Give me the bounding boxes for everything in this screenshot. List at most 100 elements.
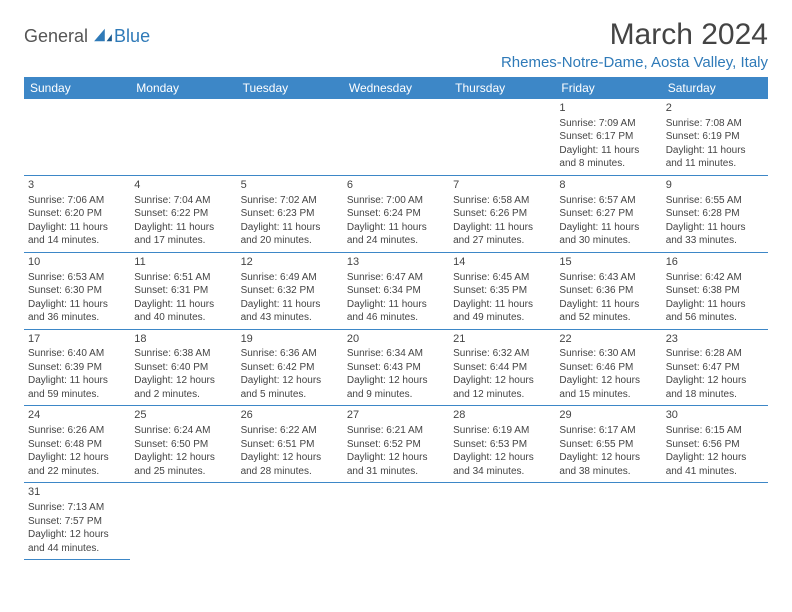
calendar-cell: 28Sunrise: 6:19 AMSunset: 6:53 PMDayligh… [449, 406, 555, 483]
calendar-cell: 5Sunrise: 7:02 AMSunset: 6:23 PMDaylight… [237, 175, 343, 252]
daylight-text: Daylight: 11 hours and 43 minutes. [241, 298, 339, 325]
sunrise-text: Sunrise: 7:09 AM [559, 117, 657, 131]
day-number: 16 [666, 255, 764, 270]
daylight-text: Daylight: 11 hours and 36 minutes. [28, 298, 126, 325]
day-number: 22 [559, 332, 657, 347]
sunrise-text: Sunrise: 6:57 AM [559, 194, 657, 208]
sunrise-text: Sunrise: 6:30 AM [559, 347, 657, 361]
calendar-cell: 30Sunrise: 6:15 AMSunset: 6:56 PMDayligh… [662, 406, 768, 483]
sunset-text: Sunset: 6:47 PM [666, 361, 764, 375]
weekday-header: Monday [130, 77, 236, 99]
sunset-text: Sunset: 6:50 PM [134, 438, 232, 452]
calendar-cell: 27Sunrise: 6:21 AMSunset: 6:52 PMDayligh… [343, 406, 449, 483]
calendar-cell [130, 483, 236, 560]
day-number: 26 [241, 408, 339, 423]
daylight-text: Daylight: 12 hours and 18 minutes. [666, 374, 764, 401]
sunset-text: Sunset: 6:26 PM [453, 207, 551, 221]
calendar-cell: 14Sunrise: 6:45 AMSunset: 6:35 PMDayligh… [449, 252, 555, 329]
sunset-text: Sunset: 6:51 PM [241, 438, 339, 452]
sunrise-text: Sunrise: 6:38 AM [134, 347, 232, 361]
daylight-text: Daylight: 12 hours and 38 minutes. [559, 451, 657, 478]
sunrise-text: Sunrise: 7:04 AM [134, 194, 232, 208]
sunrise-text: Sunrise: 7:13 AM [28, 501, 126, 515]
day-number: 10 [28, 255, 126, 270]
sunrise-text: Sunrise: 6:58 AM [453, 194, 551, 208]
sunrise-text: Sunrise: 6:45 AM [453, 271, 551, 285]
day-number: 27 [347, 408, 445, 423]
sunset-text: Sunset: 6:30 PM [28, 284, 126, 298]
calendar-cell: 19Sunrise: 6:36 AMSunset: 6:42 PMDayligh… [237, 329, 343, 406]
weekday-header: Wednesday [343, 77, 449, 99]
sunrise-text: Sunrise: 6:47 AM [347, 271, 445, 285]
sunset-text: Sunset: 6:23 PM [241, 207, 339, 221]
sunset-text: Sunset: 6:48 PM [28, 438, 126, 452]
calendar-cell: 12Sunrise: 6:49 AMSunset: 6:32 PMDayligh… [237, 252, 343, 329]
daylight-text: Daylight: 12 hours and 25 minutes. [134, 451, 232, 478]
day-number: 25 [134, 408, 232, 423]
calendar-cell [130, 99, 236, 175]
sunrise-text: Sunrise: 7:02 AM [241, 194, 339, 208]
sunset-text: Sunset: 6:39 PM [28, 361, 126, 375]
daylight-text: Daylight: 12 hours and 31 minutes. [347, 451, 445, 478]
logo-text-general: General [24, 26, 88, 47]
day-number: 11 [134, 255, 232, 270]
sunset-text: Sunset: 6:55 PM [559, 438, 657, 452]
calendar-cell: 1Sunrise: 7:09 AMSunset: 6:17 PMDaylight… [555, 99, 661, 175]
day-number: 29 [559, 408, 657, 423]
daylight-text: Daylight: 12 hours and 12 minutes. [453, 374, 551, 401]
day-number: 12 [241, 255, 339, 270]
calendar-table: Sunday Monday Tuesday Wednesday Thursday… [24, 77, 768, 560]
sunrise-text: Sunrise: 6:34 AM [347, 347, 445, 361]
sunset-text: Sunset: 6:46 PM [559, 361, 657, 375]
calendar-cell: 2Sunrise: 7:08 AMSunset: 6:19 PMDaylight… [662, 99, 768, 175]
sunset-text: Sunset: 6:42 PM [241, 361, 339, 375]
daylight-text: Daylight: 12 hours and 44 minutes. [28, 528, 126, 555]
sunset-text: Sunset: 7:57 PM [28, 515, 126, 529]
daylight-text: Daylight: 11 hours and 11 minutes. [666, 144, 764, 171]
daylight-text: Daylight: 11 hours and 17 minutes. [134, 221, 232, 248]
day-number: 1 [559, 101, 657, 116]
calendar-row: 17Sunrise: 6:40 AMSunset: 6:39 PMDayligh… [24, 329, 768, 406]
sunset-text: Sunset: 6:19 PM [666, 130, 764, 144]
calendar-cell: 17Sunrise: 6:40 AMSunset: 6:39 PMDayligh… [24, 329, 130, 406]
day-number: 13 [347, 255, 445, 270]
calendar-cell: 3Sunrise: 7:06 AMSunset: 6:20 PMDaylight… [24, 175, 130, 252]
day-number: 28 [453, 408, 551, 423]
day-number: 6 [347, 178, 445, 193]
weekday-header: Friday [555, 77, 661, 99]
sunrise-text: Sunrise: 7:08 AM [666, 117, 764, 131]
day-number: 4 [134, 178, 232, 193]
calendar-cell: 7Sunrise: 6:58 AMSunset: 6:26 PMDaylight… [449, 175, 555, 252]
day-number: 30 [666, 408, 764, 423]
day-number: 20 [347, 332, 445, 347]
daylight-text: Daylight: 12 hours and 15 minutes. [559, 374, 657, 401]
sunrise-text: Sunrise: 7:00 AM [347, 194, 445, 208]
sunrise-text: Sunrise: 6:42 AM [666, 271, 764, 285]
day-number: 5 [241, 178, 339, 193]
calendar-cell: 22Sunrise: 6:30 AMSunset: 6:46 PMDayligh… [555, 329, 661, 406]
calendar-cell: 16Sunrise: 6:42 AMSunset: 6:38 PMDayligh… [662, 252, 768, 329]
sunset-text: Sunset: 6:36 PM [559, 284, 657, 298]
daylight-text: Daylight: 11 hours and 27 minutes. [453, 221, 551, 248]
calendar-cell [449, 99, 555, 175]
daylight-text: Daylight: 11 hours and 56 minutes. [666, 298, 764, 325]
daylight-text: Daylight: 11 hours and 30 minutes. [559, 221, 657, 248]
calendar-row: 3Sunrise: 7:06 AMSunset: 6:20 PMDaylight… [24, 175, 768, 252]
calendar-cell: 31Sunrise: 7:13 AMSunset: 7:57 PMDayligh… [24, 483, 130, 560]
sunrise-text: Sunrise: 6:22 AM [241, 424, 339, 438]
calendar-row: 1Sunrise: 7:09 AMSunset: 6:17 PMDaylight… [24, 99, 768, 175]
daylight-text: Daylight: 11 hours and 40 minutes. [134, 298, 232, 325]
calendar-cell: 8Sunrise: 6:57 AMSunset: 6:27 PMDaylight… [555, 175, 661, 252]
day-number: 21 [453, 332, 551, 347]
calendar-cell: 13Sunrise: 6:47 AMSunset: 6:34 PMDayligh… [343, 252, 449, 329]
sunrise-text: Sunrise: 6:19 AM [453, 424, 551, 438]
calendar-cell: 10Sunrise: 6:53 AMSunset: 6:30 PMDayligh… [24, 252, 130, 329]
daylight-text: Daylight: 11 hours and 46 minutes. [347, 298, 445, 325]
daylight-text: Daylight: 11 hours and 59 minutes. [28, 374, 126, 401]
calendar-cell: 26Sunrise: 6:22 AMSunset: 6:51 PMDayligh… [237, 406, 343, 483]
logo-text-blue: Blue [114, 26, 150, 47]
calendar-row: 10Sunrise: 6:53 AMSunset: 6:30 PMDayligh… [24, 252, 768, 329]
sunset-text: Sunset: 6:27 PM [559, 207, 657, 221]
sunrise-text: Sunrise: 7:06 AM [28, 194, 126, 208]
sunrise-text: Sunrise: 6:55 AM [666, 194, 764, 208]
